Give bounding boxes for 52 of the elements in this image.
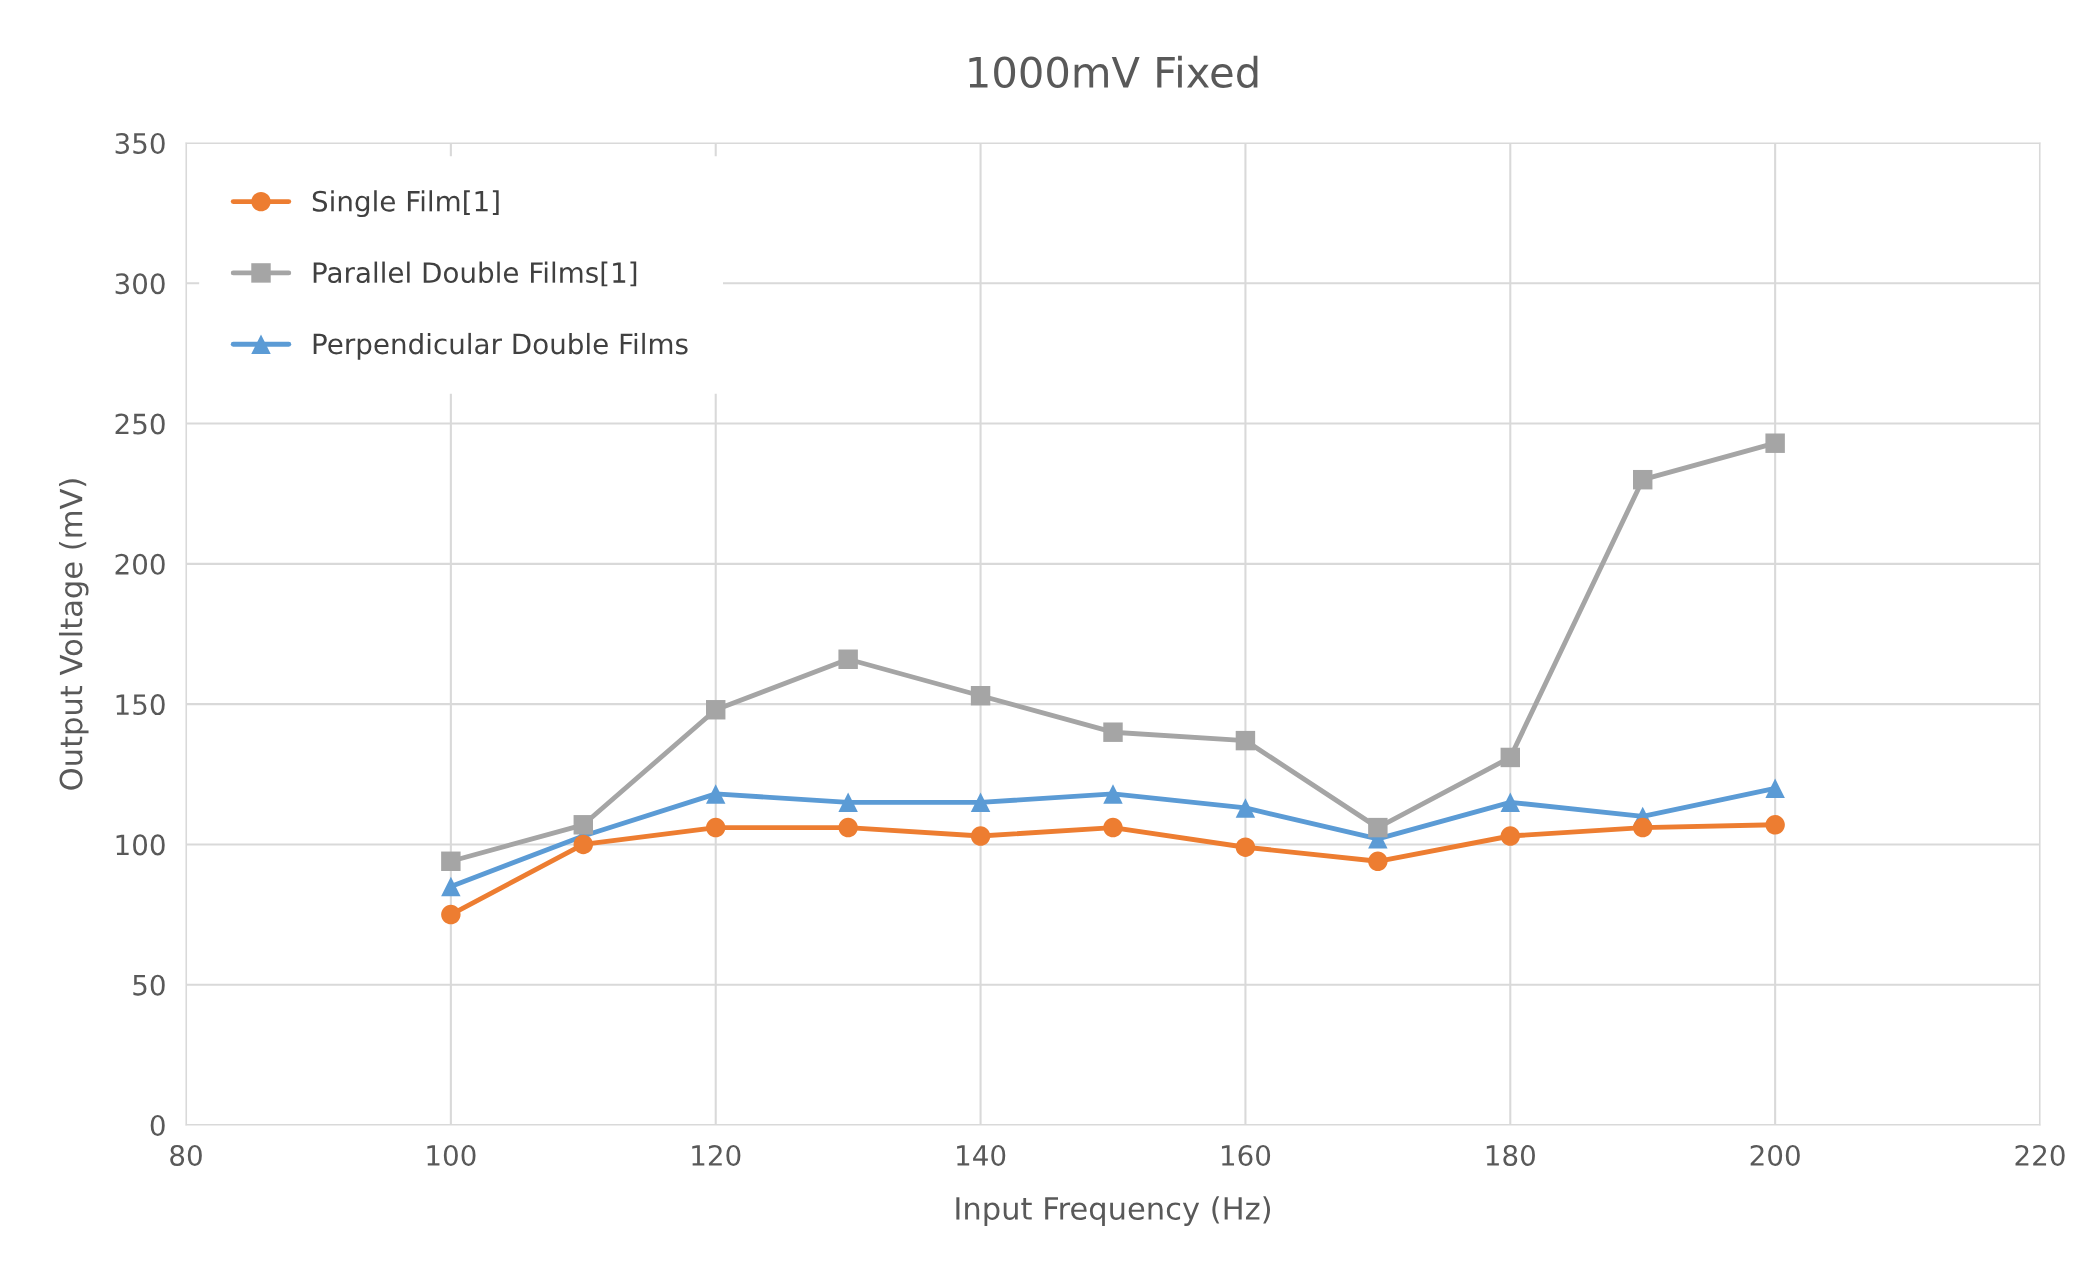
point [573,834,594,855]
point [705,817,726,838]
y-tick-label: 250 [115,413,165,435]
point [970,792,991,813]
point [1765,433,1785,453]
x-tick-label: 200 [1750,1144,1800,1166]
point [1103,722,1123,742]
point [573,815,594,835]
point [838,817,858,838]
x-axis-title: Input Frequency (Hz) [956,1196,1270,1226]
point [838,649,858,669]
point [1235,798,1256,818]
y-tick-label: 350 [115,132,165,154]
y-tick-label: 100 [116,834,165,856]
x-tick-label: 160 [1221,1144,1271,1166]
point [1500,826,1521,846]
chart-title: 1000mV Fixed [969,55,1258,89]
legend-label: Single Film[1] [312,190,499,218]
legend-label: Parallel Double Films[1] [313,261,637,287]
point [1632,817,1653,838]
point [838,792,858,813]
point [441,904,461,925]
point [1632,469,1653,490]
point [1765,815,1785,835]
point [970,826,991,846]
point [441,876,461,897]
y-tick-label: 300 [115,273,165,295]
x-tick-label: 120 [692,1144,741,1166]
point [1235,837,1256,857]
point [1368,817,1388,838]
x-tick-label: 180 [1486,1144,1535,1166]
point [1500,747,1521,768]
y-tick-label: 0 [150,1114,165,1136]
point [1103,784,1123,804]
y-tick-label: 150 [116,694,165,716]
legend-label: Perpendicular Double Films [313,332,688,360]
point [705,700,726,720]
x-tick-label: 220 [2015,1144,2065,1166]
point [1765,778,1785,799]
x-tick-label: 100 [427,1144,476,1166]
point [1235,730,1256,751]
y-tick-label: 200 [115,553,165,575]
y-tick-label: 50 [133,974,165,996]
x-tick-label: 80 [170,1144,202,1166]
point [970,686,991,706]
x-tick-label: 140 [957,1144,1006,1166]
point [1500,792,1521,813]
y-axis-title: Output Voltage (mV) [58,479,89,790]
point [705,784,726,804]
point [441,851,461,871]
point [1103,817,1123,838]
point [1368,851,1388,871]
